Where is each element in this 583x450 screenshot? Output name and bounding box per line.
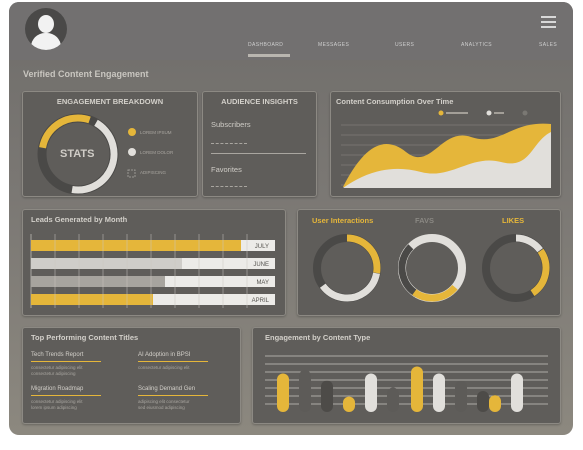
engagement-type-panel: Engagement by Content Type [252, 327, 561, 424]
lead-month-label: JULY [255, 244, 269, 250]
type-bar [299, 370, 311, 412]
active-tab-indicator [248, 54, 290, 57]
breakdown-donut [37, 113, 136, 195]
subscribers-label: Subscribers [211, 120, 251, 129]
item-line: consectetur adipiscing elit [138, 365, 190, 370]
user-interactions-panel: User Interactions FAVS LIKES [297, 209, 561, 316]
tab-user-interactions[interactable]: User Interactions [312, 216, 374, 225]
nav-dashboard[interactable]: DASHBOARD [248, 42, 284, 48]
lead-month-label: JUNE [253, 262, 269, 268]
item-name: AI Adoption in BPSI [138, 352, 191, 358]
legend-item: LOREM IPSUM [140, 130, 172, 135]
type-bar [321, 380, 333, 412]
content-title-item[interactable]: Migration Roadmap consectetur adipiscing… [31, 386, 126, 411]
interaction-rings [313, 234, 550, 302]
nav-analytics[interactable]: ANALYTICS [461, 42, 493, 48]
nav-sales[interactable]: SALES [539, 42, 558, 48]
type-bar [433, 373, 445, 412]
panel-title: ENGAGEMENT BREAKDOWN [56, 97, 164, 106]
item-line: lorem ipsum adipiscing [31, 405, 77, 410]
panel-title: AUDIENCE INSIGHTS [221, 97, 298, 106]
legend-item: ADIPISCING [140, 170, 167, 175]
lead-month-label: MAY [256, 280, 269, 286]
panel-title: Content Consumption Over Time [336, 97, 454, 106]
content-title-item[interactable]: AI Adoption in BPSI consectetur adipisci… [138, 352, 233, 371]
leads-bar-chart: JULY JUNE MAY APRIL [30, 234, 275, 308]
lead-month-label: APRIL [252, 298, 270, 304]
item-name: Migration Roadmap [31, 386, 84, 392]
lead-bar [31, 258, 182, 269]
audience-insights-panel: AUDIENCE INSIGHTS Subscribers Favorites [202, 91, 317, 197]
item-line: adipiscing elit consectetur [138, 399, 190, 404]
divider [211, 143, 247, 145]
nav-messages[interactable]: MESSAGES [318, 42, 350, 48]
type-bar [455, 380, 467, 412]
engagement-breakdown-panel: ENGAGEMENT BREAKDOWN STATS LOREM IPSUM L… [22, 91, 198, 197]
top-bar: DASHBOARD MESSAGES USERS ANALYTICS SALES [9, 2, 573, 60]
type-bar [365, 373, 377, 412]
type-bar [277, 373, 289, 412]
item-name: Tech Trends Report [31, 352, 84, 358]
content-title-item[interactable]: Scaling Demand Gen adipiscing elit conse… [138, 386, 233, 411]
item-underline [138, 395, 208, 396]
lead-bar [31, 294, 153, 305]
item-name: Scaling Demand Gen [138, 386, 196, 392]
type-bar [343, 396, 355, 412]
panel-title: Engagement by Content Type [265, 333, 371, 342]
top-content-panel: Top Performing Content Titles Tech Trend… [22, 327, 241, 424]
tab-favs[interactable]: FAVS [415, 216, 435, 225]
item-line: consectetur adipiscing [31, 371, 76, 376]
item-line: sed eiusmod adipiscing [138, 405, 185, 410]
leads-by-month-panel: Leads Generated by Month JULY JUNE MAY APRI… [22, 209, 286, 316]
type-bar [489, 395, 501, 412]
type-bar [411, 366, 423, 412]
panel-title: Top Performing Content Titles [31, 333, 139, 342]
panel-title: Leads Generated by Month [31, 215, 128, 224]
page-title: Verified Content Engagement [23, 69, 149, 79]
consumption-area-chart [341, 110, 551, 188]
nav-users[interactable]: USERS [395, 42, 415, 48]
type-bar [477, 391, 489, 412]
divider [211, 153, 306, 154]
item-line: consectetur adipiscing elit [31, 399, 83, 404]
type-bar [511, 373, 523, 412]
favorites-label: Favorites [211, 165, 242, 174]
legend-item: LOREM DOLOR [140, 150, 174, 155]
hamburger-menu-icon[interactable] [541, 16, 556, 31]
content-consumption-panel: Content Consumption Over Time [330, 91, 561, 197]
item-line: consectetur adipiscing elit [31, 365, 83, 370]
type-bar [387, 387, 399, 412]
item-underline [31, 395, 101, 396]
lead-bar [31, 240, 241, 251]
divider [211, 186, 247, 188]
lead-bar [31, 276, 165, 287]
content-title-item[interactable]: Tech Trends Report consectetur adipiscin… [31, 352, 126, 377]
avatar[interactable] [25, 8, 67, 50]
engagement-type-chart [265, 355, 548, 412]
dashboard-window: DASHBOARD MESSAGES USERS ANALYTICS SALES… [9, 2, 573, 435]
item-underline [138, 361, 208, 362]
item-underline [31, 361, 101, 362]
stats-label: STATS [60, 148, 95, 160]
tab-likes[interactable]: LIKES [502, 216, 525, 225]
